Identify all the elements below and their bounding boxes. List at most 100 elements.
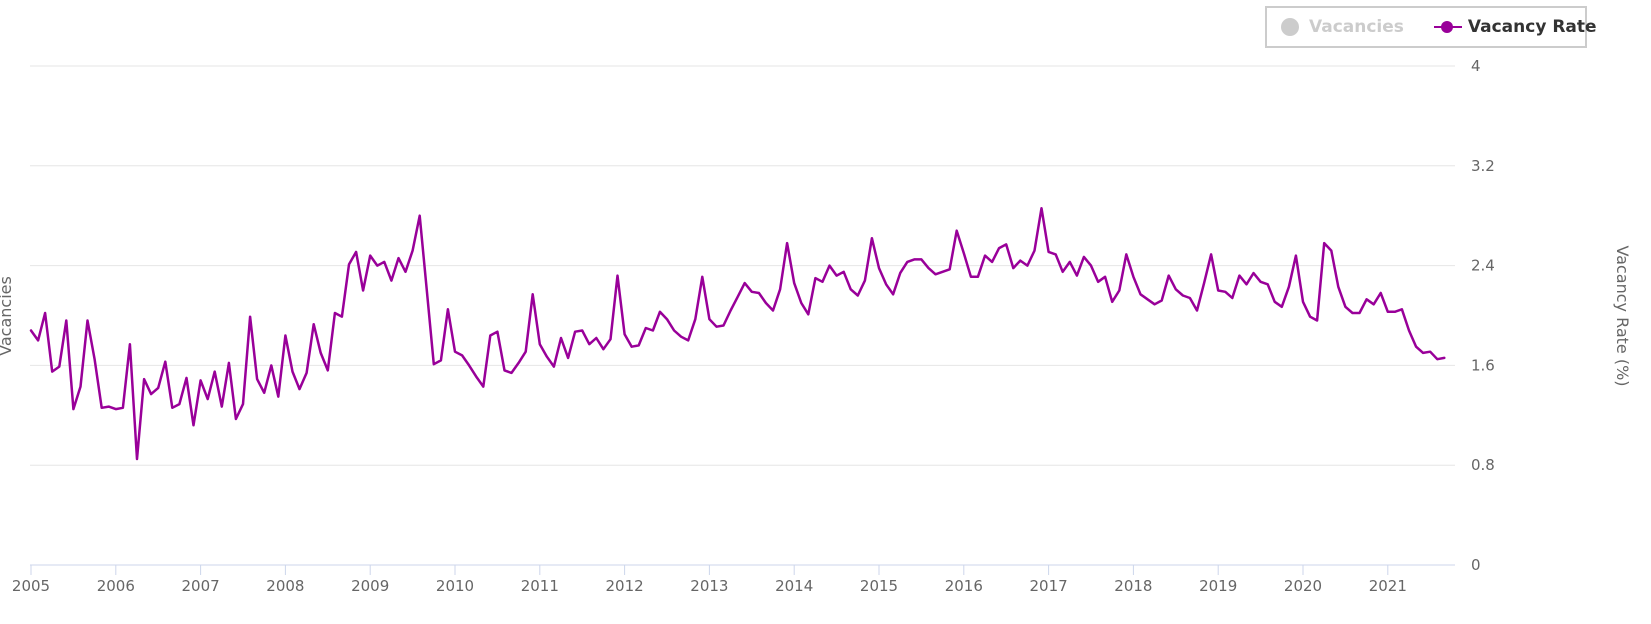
data-point[interactable] — [67, 403, 79, 415]
data-point[interactable] — [82, 315, 94, 327]
data-point[interactable] — [1325, 245, 1337, 257]
data-point[interactable] — [188, 419, 200, 431]
data-point[interactable] — [258, 387, 270, 399]
data-point[interactable] — [1311, 315, 1323, 327]
data-point[interactable] — [25, 325, 37, 337]
data-point[interactable] — [1036, 202, 1048, 214]
data-point[interactable] — [541, 351, 553, 363]
data-point[interactable] — [506, 367, 518, 379]
data-point[interactable] — [75, 381, 87, 393]
data-point[interactable] — [838, 266, 850, 278]
data-point[interactable] — [958, 247, 970, 259]
data-point[interactable] — [732, 291, 744, 303]
data-point[interactable] — [400, 266, 412, 278]
data-point[interactable] — [1085, 260, 1097, 272]
data-point[interactable] — [520, 346, 532, 358]
data-point[interactable] — [315, 347, 327, 359]
data-point[interactable] — [887, 288, 899, 300]
data-point[interactable] — [209, 366, 221, 378]
data-point[interactable] — [322, 364, 334, 376]
data-point[interactable] — [456, 349, 468, 361]
data-point[interactable] — [152, 382, 164, 394]
data-point[interactable] — [802, 308, 814, 320]
data-point[interactable] — [1057, 266, 1069, 278]
data-point[interactable] — [336, 311, 348, 323]
data-point[interactable] — [1198, 277, 1210, 289]
data-point[interactable] — [39, 307, 51, 319]
data-point[interactable] — [944, 263, 956, 275]
data-point[interactable] — [576, 325, 588, 337]
data-point[interactable] — [1290, 250, 1302, 262]
data-point[interactable] — [287, 366, 299, 378]
data-point[interactable] — [435, 354, 447, 366]
data-point[interactable] — [237, 398, 249, 410]
data-point[interactable] — [385, 275, 397, 287]
data-point[interactable] — [1403, 325, 1415, 337]
data-point[interactable] — [1021, 260, 1033, 272]
data-point[interactable] — [378, 256, 390, 268]
data-point[interactable] — [689, 313, 701, 325]
data-point[interactable] — [1071, 270, 1083, 282]
data-point[interactable] — [131, 453, 143, 465]
data-point[interactable] — [513, 357, 525, 369]
data-point[interactable] — [463, 359, 475, 371]
data-point[interactable] — [972, 271, 984, 283]
data-point[interactable] — [1163, 270, 1175, 282]
data-point[interactable] — [866, 232, 878, 244]
data-point[interactable] — [1396, 303, 1408, 315]
data-point[interactable] — [230, 413, 242, 425]
data-point[interactable] — [597, 343, 609, 355]
data-point[interactable] — [1375, 287, 1387, 299]
data-point[interactable] — [216, 401, 228, 413]
data-point[interactable] — [470, 371, 482, 383]
data-point[interactable] — [527, 288, 539, 300]
data-point[interactable] — [477, 381, 489, 393]
data-point[interactable] — [1156, 295, 1168, 307]
data-point[interactable] — [195, 374, 207, 386]
data-point[interactable] — [894, 267, 906, 279]
data-point[interactable] — [1226, 292, 1238, 304]
data-point[interactable] — [1276, 301, 1288, 313]
data-point[interactable] — [343, 258, 355, 270]
data-point[interactable] — [817, 276, 829, 288]
data-point[interactable] — [301, 367, 313, 379]
data-point[interactable] — [619, 328, 631, 340]
data-point[interactable] — [1106, 296, 1118, 308]
data-point[interactable] — [1354, 307, 1366, 319]
data-point[interactable] — [605, 333, 617, 345]
data-point[interactable] — [407, 245, 419, 257]
data-point[interactable] — [795, 297, 807, 309]
data-point[interactable] — [1099, 271, 1111, 283]
data-point[interactable] — [880, 278, 892, 290]
data-point[interactable] — [1000, 238, 1012, 250]
data-point[interactable] — [562, 352, 574, 364]
data-point[interactable] — [661, 313, 673, 325]
data-point[interactable] — [682, 334, 694, 346]
data-point[interactable] — [1120, 248, 1132, 260]
data-point[interactable] — [1064, 256, 1076, 268]
data-point[interactable] — [244, 311, 256, 323]
legend-item-vacancies[interactable]: Vacancies — [1281, 17, 1404, 37]
data-point[interactable] — [555, 332, 567, 344]
data-point[interactable] — [1262, 278, 1274, 290]
data-point[interactable] — [753, 287, 765, 299]
data-point[interactable] — [442, 303, 454, 315]
data-point[interactable] — [1297, 296, 1309, 308]
data-point[interactable] — [1029, 245, 1041, 257]
data-point[interactable] — [1205, 248, 1217, 260]
data-point[interactable] — [718, 320, 730, 332]
data-point[interactable] — [1113, 285, 1125, 297]
data-point[interactable] — [53, 361, 65, 373]
data-point[interactable] — [1332, 281, 1344, 293]
data-point[interactable] — [294, 383, 306, 395]
data-point[interactable] — [181, 372, 193, 384]
data-point[interactable] — [491, 326, 503, 338]
data-point[interactable] — [725, 305, 737, 317]
data-point[interactable] — [852, 290, 864, 302]
data-point[interactable] — [534, 338, 546, 350]
data-point[interactable] — [612, 270, 624, 282]
data-point[interactable] — [633, 339, 645, 351]
data-point[interactable] — [1191, 305, 1203, 317]
data-point[interactable] — [173, 398, 185, 410]
data-point[interactable] — [364, 250, 376, 262]
